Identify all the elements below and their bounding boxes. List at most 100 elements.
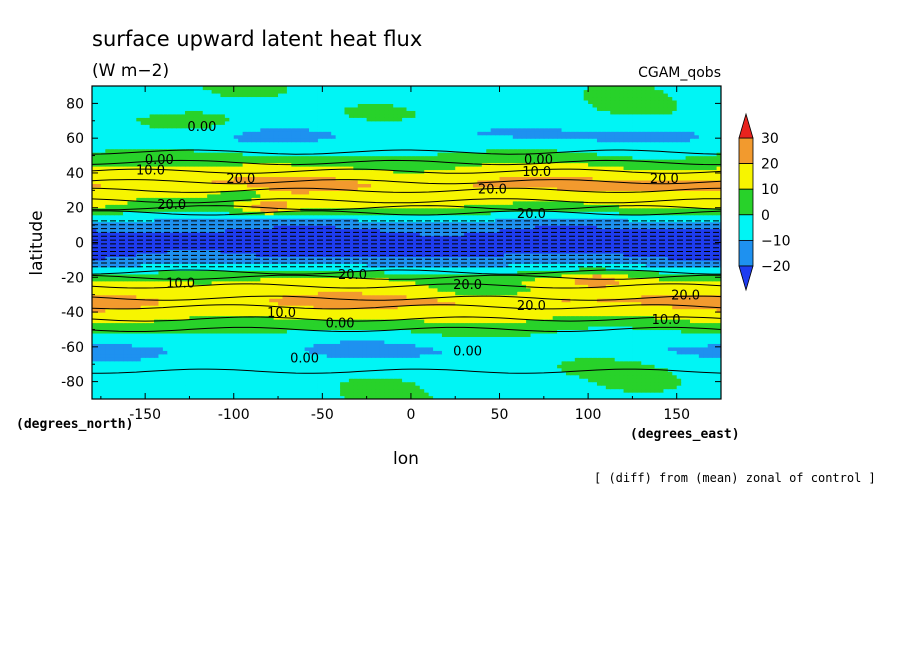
heatmap-cell <box>379 343 385 348</box>
heatmap-cell <box>202 319 208 324</box>
heatmap-cell <box>499 360 505 365</box>
heatmap-cell <box>588 312 594 317</box>
heatmap-cell <box>123 336 129 341</box>
heatmap-cell <box>415 346 421 351</box>
heatmap-cell <box>189 378 195 383</box>
heatmap-cell <box>601 357 607 362</box>
heatmap-cell <box>530 367 536 372</box>
heatmap-cell <box>672 371 678 376</box>
heatmap-cell <box>464 325 470 331</box>
heatmap-cell <box>224 294 230 299</box>
heatmap-cell <box>583 350 589 355</box>
heatmap-cell <box>92 360 98 365</box>
heatmap-cell <box>269 332 275 337</box>
heatmap-cell <box>286 360 292 365</box>
heatmap-cell <box>251 305 257 310</box>
heatmap-cell <box>627 298 634 303</box>
heatmap-cell <box>149 353 155 358</box>
heatmap-cell <box>676 378 682 383</box>
heatmap-cell <box>393 371 399 376</box>
heatmap-cell <box>552 325 558 331</box>
heatmap-cell <box>526 388 532 393</box>
heatmap-cell <box>433 332 439 337</box>
heatmap-cell <box>681 378 687 383</box>
heatmap-cell <box>162 312 168 317</box>
heatmap-cell <box>291 392 297 397</box>
heatmap-cell <box>694 374 700 379</box>
heatmap-cell <box>357 315 363 320</box>
heatmap-cell <box>552 381 558 386</box>
heatmap-cell <box>211 280 217 285</box>
heatmap-cell <box>264 284 270 289</box>
heatmap-cell <box>650 364 656 369</box>
heatmap-cell <box>424 329 430 334</box>
heatmap-cell <box>517 364 523 369</box>
heatmap-cell <box>348 350 354 355</box>
heatmap-cell <box>397 301 403 306</box>
heatmap-cell <box>402 378 408 383</box>
heatmap-cell <box>596 322 602 327</box>
heatmap-cell <box>109 322 115 327</box>
heatmap-cell <box>154 301 160 306</box>
heatmap-cell <box>534 357 540 362</box>
heatmap-cell <box>348 277 354 282</box>
heatmap-cell <box>322 336 328 341</box>
heatmap-cell <box>162 392 168 397</box>
heatmap-cell <box>415 385 421 390</box>
heatmap-cell <box>565 357 571 362</box>
heatmap-cell <box>530 301 536 306</box>
heatmap-cell <box>393 343 399 348</box>
heatmap-cell <box>557 367 563 372</box>
heatmap-cell <box>645 395 651 399</box>
heatmap-cell <box>539 343 545 348</box>
heatmap-cell <box>242 346 248 351</box>
heatmap-cell <box>260 329 266 334</box>
heatmap-cell <box>220 343 226 348</box>
heatmap-cell <box>698 277 704 282</box>
heatmap-cell <box>127 374 133 379</box>
heatmap-cell <box>694 357 700 362</box>
heatmap-cell <box>348 381 354 386</box>
heatmap-cell <box>193 336 199 341</box>
heatmap-cell <box>353 284 359 289</box>
heatmap-cell <box>202 353 208 358</box>
heatmap-cell <box>171 312 177 317</box>
heatmap-cell <box>207 357 213 362</box>
heatmap-cell <box>707 388 713 393</box>
heatmap-cell <box>158 280 164 285</box>
heatmap-cell <box>371 336 377 341</box>
heatmap-cell <box>362 287 368 292</box>
heatmap-cell <box>627 329 634 334</box>
heatmap-cell <box>100 294 106 299</box>
heatmap-cell <box>100 280 106 285</box>
heatmap-cell <box>136 336 142 341</box>
heatmap-cell <box>291 353 297 358</box>
heatmap-cell <box>543 291 549 296</box>
heatmap-cell <box>534 305 540 310</box>
heatmap-cell <box>428 357 434 362</box>
heatmap-cell <box>242 388 248 393</box>
heatmap-cell <box>641 371 647 376</box>
heatmap-cell <box>362 280 368 285</box>
heatmap-cell <box>415 364 421 369</box>
heatmap-cell <box>189 339 195 344</box>
heatmap-cell <box>127 388 133 393</box>
heatmap-cell <box>131 284 137 289</box>
heatmap-cell <box>495 371 501 376</box>
heatmap-cell <box>716 364 721 369</box>
heatmap-cell <box>149 392 155 397</box>
heatmap-cell <box>295 374 301 379</box>
heatmap-cell <box>592 360 598 365</box>
heatmap-cell <box>216 298 222 303</box>
heatmap-cell <box>698 291 704 296</box>
heatmap-cell <box>477 374 483 379</box>
heatmap-cell <box>357 371 363 376</box>
heatmap-cell <box>446 305 452 310</box>
heatmap-cell <box>357 385 363 390</box>
heatmap-cell <box>140 385 146 390</box>
heatmap-cell <box>229 280 235 285</box>
heatmap-cell <box>472 308 478 313</box>
heatmap-cell <box>499 364 505 369</box>
heatmap-cell <box>610 336 616 341</box>
heatmap-cell <box>357 312 363 317</box>
